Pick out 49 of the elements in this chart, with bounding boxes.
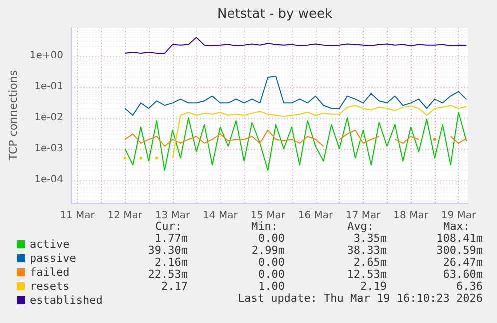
text: 108.41m xyxy=(436,232,484,245)
legend-label: passive xyxy=(30,252,76,265)
x-tick-label: 18 Mar xyxy=(394,210,430,222)
text: Min: xyxy=(252,220,278,233)
text: Last update: Thu Mar 19 16:10:23 2026 xyxy=(238,292,483,305)
text: 2.19 xyxy=(360,280,387,293)
text: 38.33m xyxy=(347,244,388,257)
y-tick-label: 1e-04 xyxy=(34,174,64,186)
y-tick-label: 1e-01 xyxy=(34,81,64,92)
text: 300.59m xyxy=(436,244,484,257)
text: 12.53m xyxy=(347,268,388,281)
text: 0.00 xyxy=(258,232,285,245)
text: 63.60m xyxy=(443,268,484,281)
line-series xyxy=(124,76,468,116)
legend-label: established xyxy=(30,294,103,307)
legend-label: active xyxy=(30,238,70,251)
text: Cur: xyxy=(156,220,182,233)
text: 2.65m xyxy=(354,256,388,269)
x-tick-label: 19 Mar xyxy=(441,210,477,222)
x-tick-label: 14 Mar xyxy=(203,210,239,222)
text: 1.77m xyxy=(154,232,188,245)
text: 2.17 xyxy=(162,280,188,293)
text: 3.35m xyxy=(354,232,388,245)
legend-label: failed xyxy=(30,266,70,279)
text: Avg: xyxy=(348,220,374,233)
x-tick-label: 15 Mar xyxy=(250,210,286,222)
text: 0.00 xyxy=(258,256,285,269)
text: 1.00 xyxy=(258,280,285,293)
chart-title: Netstat - by week xyxy=(218,7,333,22)
text: 6.36 xyxy=(456,280,483,293)
x-tick-label: 13 Mar xyxy=(155,210,192,222)
x-tick-label: 11 Mar xyxy=(60,210,96,222)
text: 0.00 xyxy=(258,268,285,281)
line-series xyxy=(124,112,468,172)
x-tick-label: 12 Mar xyxy=(108,210,144,222)
y-axis-title: TCP connections xyxy=(7,70,20,162)
text: 2.99m xyxy=(252,244,286,257)
y-tick-label: 1e+00 xyxy=(30,50,64,62)
text: 22.53m xyxy=(148,268,188,281)
x-tick-label: 17 Mar xyxy=(346,210,382,222)
text: 26.47m xyxy=(443,256,484,269)
legend-label: resets xyxy=(30,280,70,293)
line-series xyxy=(124,37,468,54)
text: 2.16m xyxy=(154,256,188,269)
y-tick-label: 1e-03 xyxy=(34,143,64,154)
text: 39.30m xyxy=(148,244,188,257)
y-tick-label: 1e-02 xyxy=(34,112,64,124)
text: Max: xyxy=(444,220,470,233)
x-tick-label: 16 Mar xyxy=(298,210,334,222)
